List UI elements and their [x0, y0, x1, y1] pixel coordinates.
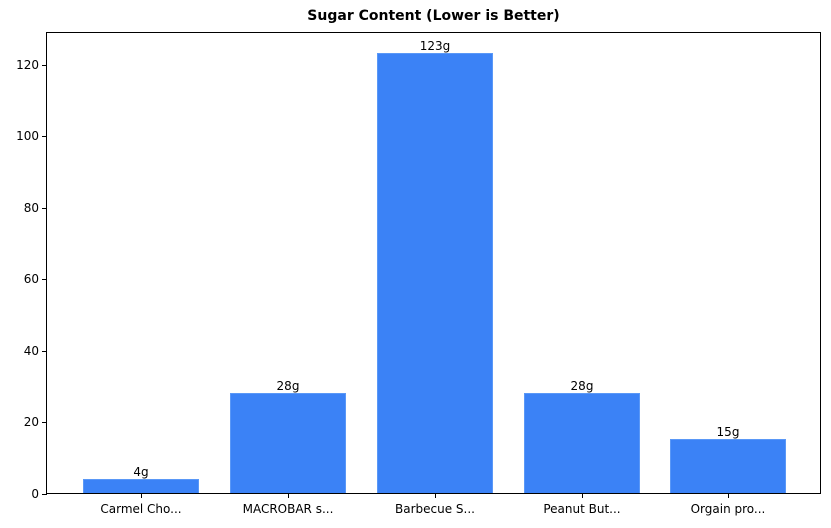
- y-tick-label: 80: [23, 200, 39, 215]
- bar-value-label: 28g: [276, 378, 300, 393]
- y-tick: [42, 64, 47, 66]
- plot-area: 0 20 40 60 80 100 120 4g Carmel Cho... 28g MACROBA…: [16, 32, 821, 516]
- y-tick: [42, 422, 47, 424]
- y-tick: [42, 350, 47, 352]
- bar: [670, 439, 786, 493]
- y-tick-label: 60: [23, 272, 39, 287]
- bar: [377, 53, 493, 493]
- x-tick-label: Peanut But...: [543, 502, 621, 516]
- x-tick-label: MACROBAR s...: [242, 502, 334, 516]
- x-tick: [728, 493, 729, 498]
- y-tick-label: 40: [23, 343, 39, 358]
- y-tick: [42, 279, 47, 281]
- bar: [83, 478, 199, 493]
- bar-value-label: 4g: [133, 464, 149, 479]
- y-tick: [42, 207, 47, 209]
- bar-value-label: 123g: [419, 39, 451, 54]
- x-tick: [288, 493, 289, 498]
- y-tick: [42, 136, 47, 138]
- y-tick: [42, 494, 47, 495]
- y-tick-label: 100: [16, 129, 39, 144]
- bar-value-label: 28g: [570, 378, 594, 393]
- x-tick-label: Carmel Cho...: [100, 502, 182, 516]
- bar: [524, 392, 640, 493]
- x-tick: [141, 493, 142, 498]
- chart-title: Sugar Content (Lower is Better): [307, 8, 560, 24]
- x-tick: [435, 493, 436, 498]
- bar: [230, 392, 346, 493]
- y-tick-label: 120: [16, 57, 39, 72]
- x-tick: [582, 493, 583, 498]
- y-tick-label: 0: [31, 487, 39, 501]
- y-tick-label: 20: [23, 415, 39, 430]
- bar-value-label: 15g: [716, 425, 740, 440]
- x-tick-label: Barbecue S...: [395, 502, 475, 516]
- x-tick-label: Orgain pro...: [690, 502, 766, 516]
